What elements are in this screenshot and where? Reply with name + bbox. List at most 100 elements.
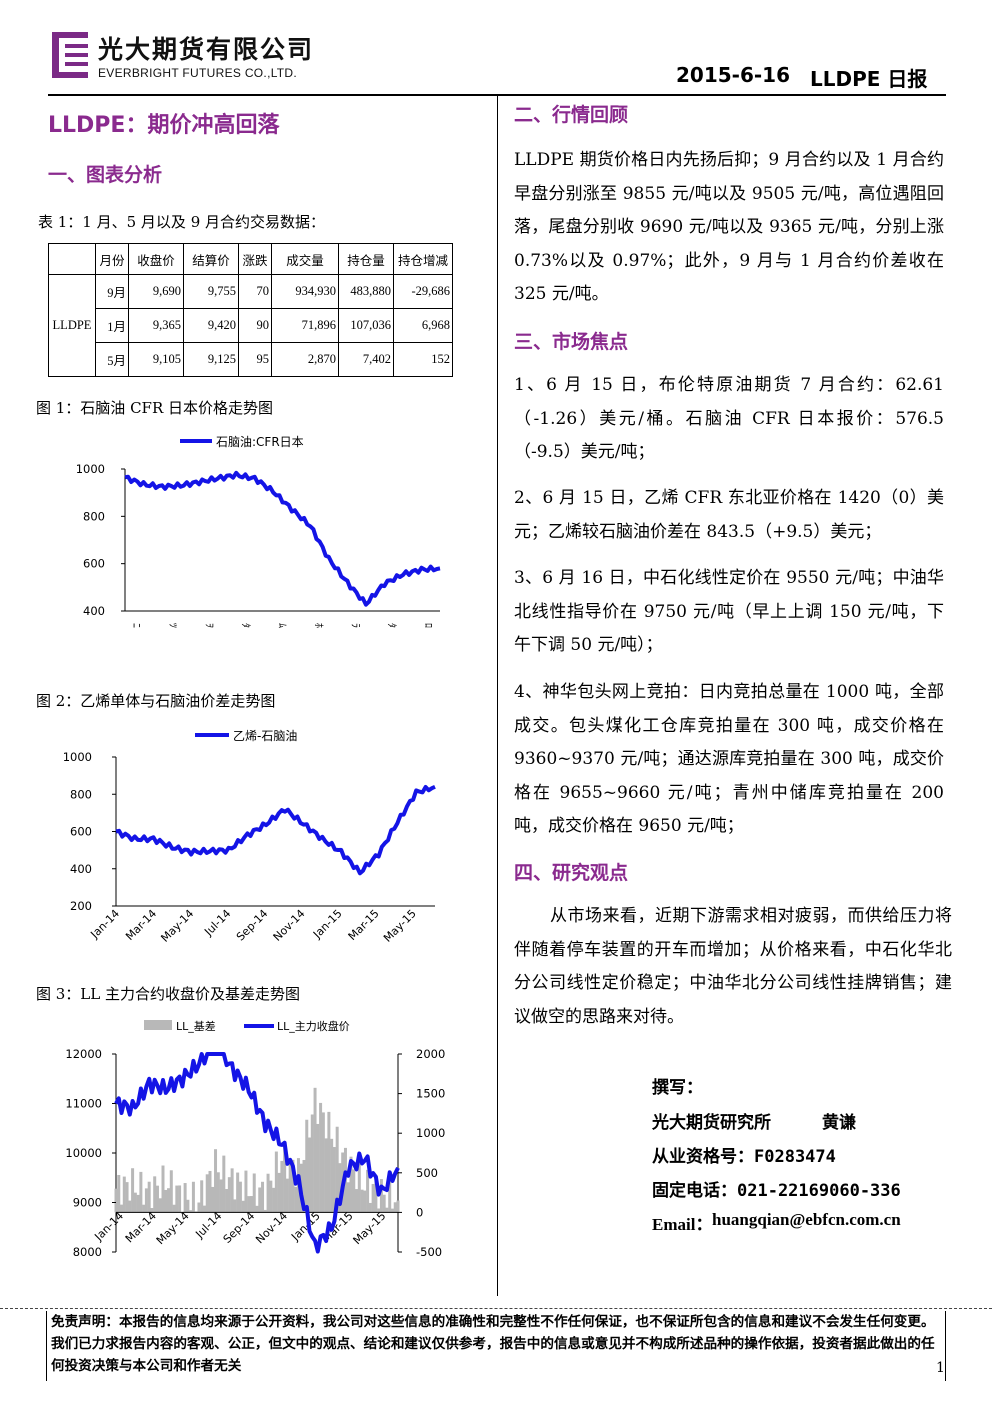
table-cell: 934,930: [271, 274, 339, 309]
basis-bar: [155, 1185, 159, 1213]
naphtha-price-chart: 石脑油:CFR日本 400 600 800 1000 ﾆ ﾂ ｦ ﾀ ﾑ ﾎ ﾗ ﾀ ﾛ: [76, 435, 441, 628]
table-cell: 483,880: [338, 274, 394, 309]
basis-bar: [255, 1205, 259, 1213]
y-tick-label: 400: [70, 862, 92, 876]
basis-bar: [266, 1173, 270, 1213]
x-tick-label: Jan-15: [310, 907, 345, 942]
basis-bar: [261, 1181, 265, 1213]
y-tick-label: 800: [83, 509, 105, 523]
basis-bar: [202, 1205, 206, 1213]
x-tick-label: ﾎ: [313, 623, 325, 628]
basis-bar: [139, 1171, 143, 1213]
header-divider: [48, 94, 946, 96]
basis-bar: [216, 1172, 220, 1213]
basis-bar: [136, 1194, 140, 1213]
x-tick-label: Mar-14: [123, 1209, 159, 1245]
naphtha-price-line: [124, 470, 441, 607]
x-tick-label: ﾗ: [349, 623, 360, 628]
legend-swatch: [144, 1020, 172, 1030]
basis-bar: [310, 1114, 314, 1213]
basis-bar: [128, 1200, 132, 1213]
focus-item: 3、6 月 16 日，中石化线性定价在 9550 元/吨；中油华北线性指导价在 …: [514, 568, 944, 655]
y-tick-label: 11000: [65, 1097, 102, 1111]
author-email-label: Email：: [652, 1215, 713, 1234]
table-cell: 5月: [95, 342, 129, 377]
basis-bar: [230, 1168, 234, 1213]
basis-bar: [189, 1210, 193, 1213]
table-row: 1月 9,365 9,420 90 71,896 107,036 6,968: [49, 308, 453, 343]
table-cell: 9,105: [128, 342, 184, 377]
column-header: 涨跌: [238, 243, 272, 275]
table-cell: 7,402: [338, 342, 394, 377]
table-cell: 9,420: [183, 308, 239, 343]
table-cell: 95: [238, 342, 272, 377]
basis-bar: [349, 1156, 353, 1213]
table-cell: 9月: [95, 274, 129, 309]
x-tick-label: ﾂ: [167, 623, 178, 628]
basis-bar: [211, 1186, 215, 1213]
y2-tick-label: 1500: [416, 1087, 445, 1101]
x-tick-label: ﾑ: [276, 623, 287, 628]
basis-bar: [222, 1155, 226, 1213]
basis-bar: [308, 1137, 312, 1213]
company-name-en: EVERBRIGHT FUTURES CO.,LTD.: [98, 66, 298, 80]
x-tick-label: ﾛ: [422, 623, 433, 628]
ll-close-price-line: [114, 1052, 400, 1254]
basis-bar: [396, 1200, 400, 1213]
table-row: LLDPE 9月 9,690 9,755 70 934,930 483,880 …: [48, 274, 453, 377]
table-cell: 2,870: [271, 342, 339, 377]
basis-bar: [169, 1170, 173, 1213]
basis-bar: [335, 1126, 339, 1213]
company-name-cn: 光大期货有限公司: [98, 35, 315, 64]
x-tick-label: Jan-15: [288, 1209, 323, 1244]
focus-item: 1、6 月 15 日，布伦特原油期货 7 月合约：62.61（-1.26）美元/…: [514, 375, 944, 462]
ethylene-naphtha-spread-chart: 乙烯-石脑油 200 400 600 800 1000 Jan-14 Mar-14 May-14…: [63, 729, 436, 945]
author-phone: 固定电话：021-22169060-336: [652, 1181, 901, 1201]
basis-bar: [263, 1209, 267, 1213]
ethylene-spread-line: [115, 784, 436, 876]
basis-bar: [355, 1189, 359, 1213]
company-logo-icon: [52, 32, 88, 78]
basis-bar: [374, 1180, 378, 1213]
x-tick-label: Mar-15: [346, 907, 382, 943]
basis-bar: [131, 1168, 135, 1213]
basis-bar: [371, 1183, 375, 1213]
x-tick-label: Nov-14: [271, 907, 308, 944]
basis-bar: [360, 1189, 364, 1213]
column-header: 成交量: [271, 243, 339, 275]
basis-bar: [122, 1176, 126, 1213]
basis-bar: [288, 1158, 292, 1213]
basis-bar: [158, 1198, 162, 1213]
basis-bar: [167, 1188, 171, 1213]
basis-bar: [120, 1204, 124, 1213]
table-cell: 6,968: [393, 308, 453, 343]
basis-bar: [277, 1172, 281, 1213]
basis-bar: [272, 1187, 276, 1213]
x-tick-label: ｦ: [203, 623, 214, 628]
column-header: 持仓量: [338, 243, 394, 275]
legend-label: 石脑油:CFR日本: [216, 435, 304, 449]
x-tick-label: May-15: [351, 1209, 389, 1247]
basis-bar: [208, 1170, 212, 1213]
table-header-row: 月份 收盘价 结算价 涨跌 成交量 持仓量 持仓增减: [48, 243, 453, 275]
focus-item: 2、6 月 15 日，乙烯 CFR 东北亚价格在 1420（0）美元；乙烯较石脑…: [514, 488, 944, 542]
basis-bar: [291, 1159, 295, 1213]
focus-item: 4、神华包头网上竞拍：日内竞拍总量在 1000 吨，全部成交。包头煤化工仓库竞拍…: [514, 682, 944, 836]
basis-bar: [393, 1202, 397, 1213]
basis-bar: [227, 1177, 231, 1213]
table-cell: 9,690: [128, 274, 184, 309]
basis-bar: [144, 1188, 148, 1213]
ll-price-basis-chart: LL_基差 LL_主力收盘价80009000100001100012000-500…: [65, 1019, 445, 1259]
legend-label: 乙烯-石脑油: [233, 729, 297, 743]
basis-bar: [219, 1179, 223, 1213]
basis-bar: [114, 1188, 118, 1213]
y-tick-label: 1000: [76, 462, 105, 476]
basis-bar: [233, 1199, 237, 1213]
figure-1-caption: 图 1：石脑油 CFR 日本价格走势图: [36, 399, 274, 417]
basis-bar: [385, 1207, 389, 1213]
column-header: 持仓增减: [393, 243, 453, 275]
basis-bar: [200, 1180, 204, 1213]
basis-bar: [316, 1123, 320, 1213]
basis-bar: [249, 1196, 253, 1213]
table-cell: 1月: [95, 308, 129, 343]
